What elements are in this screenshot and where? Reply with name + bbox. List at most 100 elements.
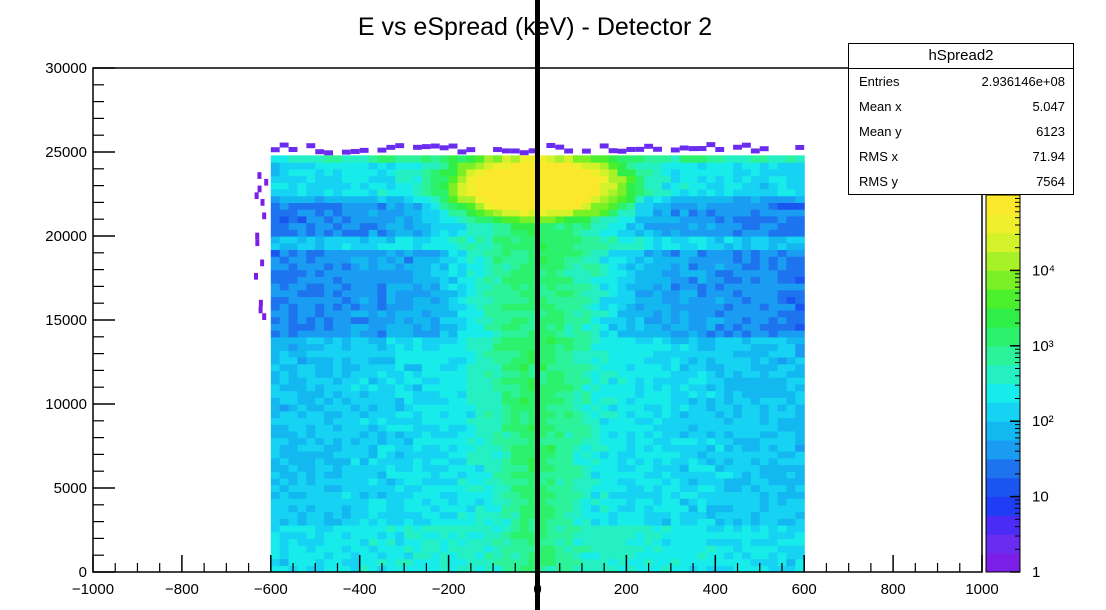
- heatmap-cell: [350, 336, 361, 345]
- heatmap-cell: [350, 424, 361, 432]
- heatmap-cell: [697, 336, 708, 345]
- heatmap-cell: [581, 457, 592, 466]
- heatmap-cell: [581, 168, 592, 177]
- colorbar-swatch: [986, 477, 1020, 498]
- heatmap-cell: [493, 457, 503, 466]
- heatmap-cell: [759, 155, 770, 163]
- heatmap-cell: [581, 350, 592, 358]
- heatmap-cell: [661, 269, 672, 277]
- heatmap-cell: [519, 336, 530, 345]
- heatmap-cell: [679, 303, 690, 311]
- heatmap-cell: [466, 276, 476, 284]
- heatmap-cell: [590, 256, 601, 264]
- heatmap-cell: [573, 323, 583, 331]
- heatmap-cell: [288, 236, 299, 244]
- heatmap-cell: [288, 410, 299, 419]
- heatmap-cell: [484, 397, 494, 405]
- heatmap-cell: [288, 155, 299, 163]
- heatmap-cell: [519, 249, 530, 257]
- heatmap-cell: [315, 451, 325, 459]
- heatmap-cell: [288, 309, 299, 318]
- heatmap-cell: [768, 276, 779, 284]
- heatmap-cell: [359, 410, 370, 419]
- heatmap-cell: [439, 356, 450, 365]
- heatmap-cell: [430, 262, 441, 271]
- heatmap-cell: [555, 477, 565, 486]
- heatmap-cell: [626, 511, 636, 519]
- heatmap-cell: [368, 451, 379, 459]
- heatmap-cell: [279, 202, 290, 210]
- heatmap-cell: [670, 545, 681, 553]
- heatmap-cell: [430, 390, 441, 398]
- heatmap-cell: [430, 551, 441, 560]
- heatmap-cell: [439, 323, 450, 331]
- heatmap-cell: [573, 283, 583, 291]
- heatmap-cell: [635, 404, 645, 412]
- colorbar-swatch: [986, 421, 1020, 441]
- heatmap-cell: [795, 303, 805, 311]
- heatmap-cell: [626, 276, 636, 284]
- heatmap-cell: [484, 168, 494, 177]
- heatmap-cell: [315, 437, 325, 445]
- heatmap-cell: [661, 202, 672, 210]
- stats-label: Entries: [859, 74, 900, 89]
- heatmap-cell: [626, 518, 636, 526]
- heatmap-cell: [768, 437, 779, 445]
- heatmap-cell: [475, 370, 485, 378]
- heatmap-cell: [537, 498, 547, 506]
- heatmap-cell: [475, 464, 485, 472]
- heatmap-cell: [724, 162, 734, 170]
- heatmap-cell: [617, 404, 627, 412]
- heatmap-cell: [484, 350, 494, 358]
- heatmap-cell: [741, 524, 752, 533]
- heatmap-cell: [270, 545, 281, 553]
- heatmap-cell: [688, 195, 699, 203]
- heatmap-cell: [697, 457, 708, 466]
- heatmap-cell: [288, 242, 299, 251]
- heatmap-cell: [430, 182, 441, 190]
- heatmap-cell: [750, 363, 761, 371]
- heatmap-cell: [368, 182, 379, 190]
- heatmap-cell: [759, 444, 770, 452]
- heatmap-cell: [493, 283, 503, 291]
- heatmap-cell: [279, 524, 290, 533]
- heatmap-cell: [368, 202, 379, 210]
- heatmap-cell: [697, 256, 708, 264]
- heatmap-cell: [333, 209, 343, 217]
- heatmap-cell: [315, 471, 325, 479]
- heatmap-cell: [724, 289, 734, 298]
- heatmap-cell: [697, 484, 708, 492]
- heatmap-cell: [484, 296, 494, 304]
- heatmap-cell: [421, 283, 432, 291]
- heatmap-cell: [573, 242, 583, 251]
- heatmap-cell: [270, 296, 281, 304]
- heatmap-cell: [759, 175, 770, 183]
- heatmap-cell: [724, 410, 734, 419]
- heatmap-cell: [341, 464, 352, 472]
- heatmap-cell: [724, 356, 734, 365]
- heatmap-cell: [661, 309, 672, 318]
- heatmap-cell: [279, 283, 290, 291]
- heatmap-cell: [750, 424, 761, 432]
- heatmap-cell: [795, 390, 805, 398]
- heatmap-cell: [537, 188, 547, 197]
- heatmap-cell: [475, 437, 485, 445]
- heatmap-cell: [439, 524, 450, 533]
- heatmap-cell: [377, 363, 387, 371]
- heatmap-cell: [510, 276, 521, 284]
- heatmap-cell: [564, 504, 574, 513]
- heatmap-cell: [661, 424, 672, 432]
- heatmap-cell: [786, 289, 796, 298]
- heatmap-cell: [555, 249, 565, 257]
- heatmap-cell: [670, 350, 681, 358]
- heatmap-cell: [288, 551, 299, 560]
- heatmap-cell: [466, 209, 476, 217]
- heatmap-cell: [510, 457, 521, 466]
- heatmap-cell: [555, 343, 565, 351]
- heatmap-cell: [386, 168, 396, 177]
- heatmap-cell: [333, 370, 343, 378]
- heatmap-cell: [564, 451, 574, 459]
- heatmap-cell: [741, 155, 752, 163]
- heatmap-cell: [510, 363, 521, 371]
- heatmap-cell: [421, 249, 432, 257]
